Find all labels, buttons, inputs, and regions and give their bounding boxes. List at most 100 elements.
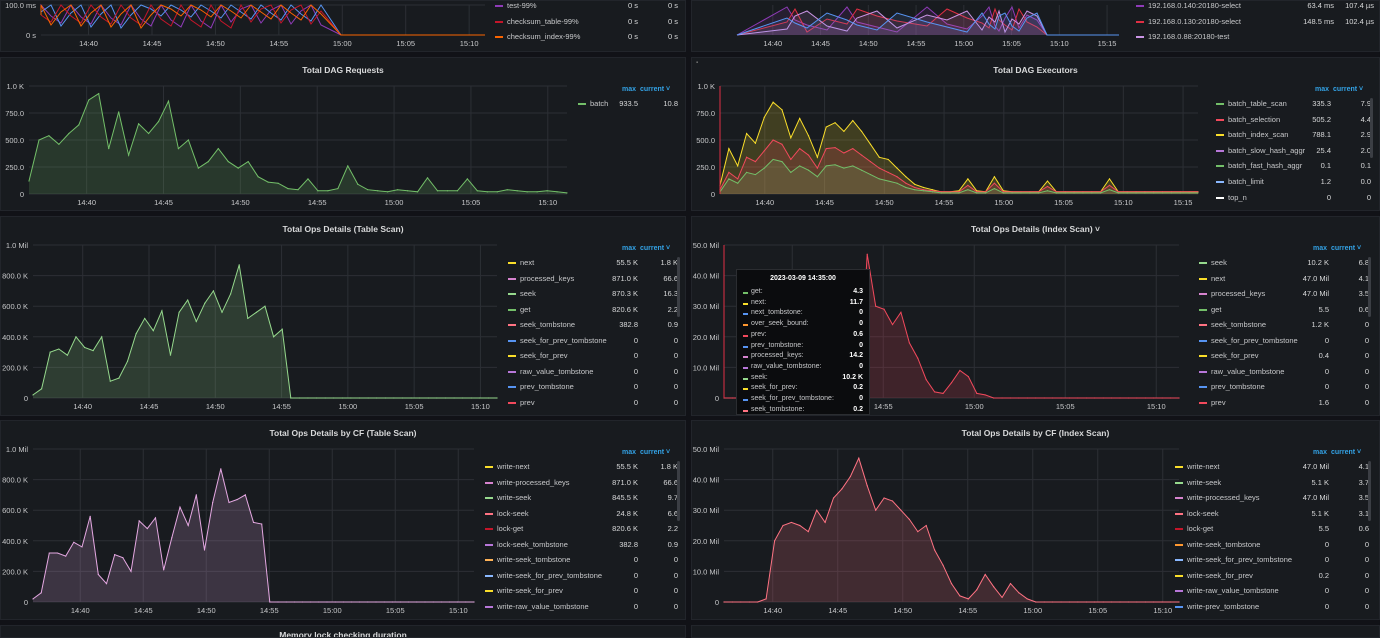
panel-title[interactable]: Total Ops Details by CF (Table Scan): [269, 428, 417, 438]
legend-item-write-processed-keys[interactable]: write-processed_keys 871.0 K 66.6: [485, 475, 680, 490]
legend-item-192-168-0-88-20180-test[interactable]: 192.168.0.88:20180-test: [1136, 29, 1376, 44]
chart-plot[interactable]: 1.0 K 750.0 500.0 250.0 0 14:40 14:45 14:50 14:5…: [692, 58, 1380, 211]
legend-sort-max[interactable]: max: [622, 86, 637, 93]
legend-item-next[interactable]: next 55.5 K 1.8 K: [508, 255, 680, 270]
legend-item-test-99-[interactable]: test-99% 0 s 0 s: [495, 1, 680, 13]
legend-item-write-prev-tombstone[interactable]: write-prev_tombstone 0 0: [1175, 599, 1371, 614]
legend-item-seek-for-prev-tombstone[interactable]: seek_for_prev_tombstone 0 0: [1199, 333, 1371, 348]
legend-sort-max[interactable]: max: [1313, 245, 1328, 252]
legend-item-write-seek-tombstone[interactable]: write-seek_tombstone 0 0: [1175, 537, 1371, 552]
data-point: [358, 397, 361, 399]
legend-sort-current[interactable]: current ˅: [1331, 245, 1362, 252]
legend-item-get[interactable]: get 5.5 0.6: [1199, 302, 1371, 317]
legend-item-batch-table-scan[interactable]: batch_table_scan 335.3 7.9: [1216, 96, 1373, 111]
legend-series-name: seek_for_prev_tombstone: [520, 335, 607, 345]
legend-item-batch[interactable]: batch 933.5 10.8: [578, 96, 680, 111]
legend-item-batch-limit[interactable]: batch_limit 1.2 0.0: [1216, 174, 1373, 189]
legend-item-checksum-index-99-[interactable]: checksum_index-99% 0 s 0 s: [495, 29, 680, 44]
legend-item-lock-seek-tombstone[interactable]: lock-seek_tombstone 382.8 0.9: [485, 537, 680, 552]
legend-item-seek-tombstone[interactable]: seek_tombstone 1.2 K 0: [1199, 317, 1371, 332]
legend-item-write-seek-for-prev-tombstone[interactable]: write-seek_for_prev_tombstone 0 0: [485, 568, 680, 583]
legend-scrollbar[interactable]: [1368, 257, 1371, 317]
legend-item-batch-fast-hash-aggr[interactable]: batch_fast_hash_aggr 0.1 0.1: [1216, 158, 1373, 173]
legend-item-next[interactable]: next 47.0 Mil 4.1: [1199, 271, 1371, 286]
legend-sort-max[interactable]: max: [1313, 449, 1328, 456]
data-point: [900, 509, 902, 511]
data-point: [48, 552, 50, 554]
legend-scrollbar[interactable]: [677, 257, 680, 317]
legend-item-batch-selection[interactable]: batch_selection 505.2 4.4: [1216, 112, 1373, 127]
chart-plot[interactable]: 100.0 ms 0 s 14:40 14:45 14:50 14:55 15:00 15:0…: [1, 1, 686, 52]
legend-sort-current[interactable]: current ˅: [640, 86, 671, 93]
legend-item-prev-tombstone[interactable]: prev_tombstone 0 0: [508, 379, 680, 394]
y-tick-label: 40.0 Mil: [693, 272, 720, 281]
legend-item-prev[interactable]: prev 0 0: [508, 395, 680, 410]
data-point: [197, 167, 199, 169]
legend-item-processed-keys[interactable]: processed_keys 871.0 K 66.6: [508, 271, 680, 286]
legend-item-192-168-0-140-20180-select[interactable]: 192.168.0.140:20180-select 63.4 ms 107.4 µ…: [1136, 1, 1376, 13]
data-point: [925, 524, 927, 527]
legend-item-lock-get[interactable]: lock-get 5.5 0.6: [1175, 521, 1371, 536]
legend-item-raw-value-tombstone[interactable]: raw_value_tombstone 0 0: [1199, 364, 1371, 379]
legend-sort-max[interactable]: max: [1315, 86, 1330, 93]
legend-scrollbar[interactable]: [1368, 461, 1371, 521]
legend-item-batch-slow-hash-aggr[interactable]: batch_slow_hash_aggr 25.4 2.0: [1216, 143, 1373, 158]
chart-plot[interactable]: 1.0 Mil 800.0 K 600.0 K 400.0 K 200.0 K 0 14:4…: [1, 217, 686, 416]
legend-sort-current[interactable]: current ˅: [1333, 86, 1364, 93]
panel-title[interactable]: Total Ops Details by CF (Index Scan): [961, 428, 1110, 438]
chart-plot[interactable]: 50.0 Mil 40.0 Mil 30.0 Mil 20.0 Mil 10.0 Mil…: [692, 421, 1380, 620]
legend-sort-max[interactable]: max: [622, 449, 637, 456]
legend-scrollbar[interactable]: [677, 461, 680, 521]
panel-title[interactable]: Total Ops Details (Table Scan): [282, 224, 404, 234]
data-point: [799, 165, 801, 167]
legend-item-seek-for-prev[interactable]: seek_for_prev 0.4 0: [1199, 348, 1371, 363]
chart-plot[interactable]: 1.0 Mil 800.0 K 600.0 K 400.0 K 200.0 K 0 14:4…: [1, 421, 686, 620]
panel-title[interactable]: Total Ops Details (Index Scan) ˅: [970, 224, 1101, 234]
legend-item-lock-seek[interactable]: lock-seek 5.1 K 3.1: [1175, 506, 1371, 521]
tooltip-series-value: 14.2: [849, 352, 863, 360]
legend-item-write-seek[interactable]: write-seek 845.5 K 9.7: [485, 490, 680, 505]
legend-item-seek[interactable]: seek 10.2 K 6.8: [1199, 255, 1371, 270]
legend-item-lock-seek[interactable]: lock-seek 24.8 K 6.6: [485, 506, 680, 521]
x-tick-label: 14:40: [77, 198, 96, 207]
legend-item-write-seek-for-prev-tombstone[interactable]: write-seek_for_prev_tombstone 0 0: [1175, 552, 1371, 567]
legend-item-write-seek[interactable]: write-seek 5.1 K 3.7: [1175, 475, 1371, 490]
legend-item-prev[interactable]: prev 1.6 0: [1199, 395, 1371, 410]
legend-item-write-raw-value-tombstone[interactable]: write-raw_value_tombstone 0 0: [1175, 583, 1371, 598]
legend-item-seek-for-prev[interactable]: seek_for_prev 0 0: [508, 348, 680, 363]
panel-title[interactable]: Total DAG Executors: [993, 65, 1078, 75]
legend-item-write-next[interactable]: write-next 55.5 K 1.8 K: [485, 459, 680, 474]
legend-sort-current[interactable]: current ˅: [1331, 449, 1362, 456]
legend-sort-current[interactable]: current ˅: [640, 245, 671, 252]
legend-item-seek-for-prev-tombstone[interactable]: seek_for_prev_tombstone 0 0: [508, 333, 680, 348]
legend-item-batch-index-scan[interactable]: batch_index_scan 788.1 2.9: [1216, 127, 1373, 142]
legend-item-write-processed-keys[interactable]: write-processed_keys 47.0 Mil 3.5: [1175, 490, 1371, 505]
panel-corner-icon[interactable]: ▪: [696, 60, 699, 66]
panel-title[interactable]: Total DAG Requests: [302, 65, 384, 75]
data-point: [967, 189, 969, 191]
chart-plot[interactable]: 1.0 K 750.0 500.0 250.0 0 14:40 14:45 14:50 14:5…: [1, 58, 686, 211]
legend-item-seek-tombstone[interactable]: seek_tombstone 382.8 0.9: [508, 317, 680, 332]
legend-item-write-raw-value-tombstone[interactable]: write-raw_value_tombstone 0 0: [485, 599, 680, 614]
legend-item-write-seek-for-prev[interactable]: write-seek_for_prev 0 0: [485, 583, 680, 598]
legend-item-processed-keys[interactable]: processed_keys 47.0 Mil 3.5: [1199, 286, 1371, 301]
legend-scrollbar[interactable]: [1370, 98, 1373, 158]
legend-item-checksum-table-99-[interactable]: checksum_table-99% 0 s 0 s: [495, 14, 680, 29]
data-point: [816, 509, 818, 511]
legend-item-top-n[interactable]: top_n 0 0: [1216, 190, 1373, 205]
legend-item-write-next[interactable]: write-next 47.0 Mil 4.1: [1175, 459, 1371, 474]
legend-item-192-168-0-130-20180-select[interactable]: 192.168.0.130:20180-select 148.5 ms 102.4 …: [1136, 14, 1376, 29]
legend-item-prev-tombstone[interactable]: prev_tombstone 0 0: [1199, 379, 1371, 394]
data-point: [377, 190, 379, 192]
legend-sort-current[interactable]: current ˅: [640, 449, 671, 456]
legend-item-seek[interactable]: seek 870.3 K 16.3: [508, 286, 680, 301]
legend-item-write-seek-tombstone[interactable]: write-seek_tombstone 0 0: [485, 552, 680, 567]
legend-sort-max[interactable]: max: [622, 245, 637, 252]
legend-item-lock-get[interactable]: lock-get 820.6 K 2.2: [485, 521, 680, 536]
legend-item-get[interactable]: get 820.6 K 2.2: [508, 302, 680, 317]
tooltip-series-name: seek_for_prev:: [751, 384, 798, 392]
chart-plot[interactable]: 14:40 14:45 14:50 14:55 15:00 15:05 15:10 15:15: [692, 1, 1380, 52]
panel-title[interactable]: Memory lock checking duration: [279, 630, 407, 638]
legend-item-write-seek-for-prev[interactable]: write-seek_for_prev 0.2 0: [1175, 568, 1371, 583]
legend-item-raw-value-tombstone[interactable]: raw_value_tombstone 0 0: [508, 364, 680, 379]
